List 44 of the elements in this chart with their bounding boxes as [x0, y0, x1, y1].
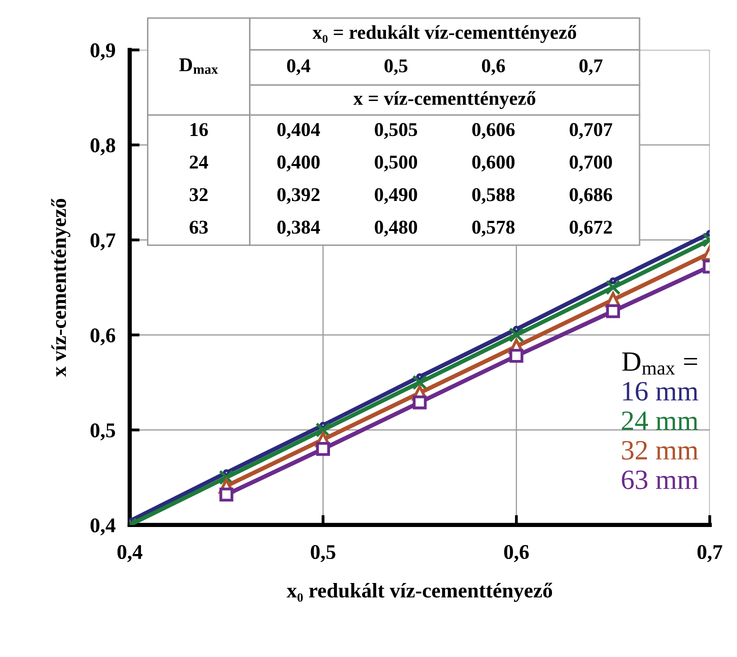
- annotation: 0,578: [472, 220, 515, 237]
- text: 16 mm: [623, 382, 698, 401]
- text: 24 mm: [622, 411, 698, 430]
- x-tick-label: 0,4: [117, 544, 142, 562]
- annotation: 0,686: [570, 188, 612, 204]
- annotation: 0,5: [384, 59, 408, 76]
- x-tick-label: 0,5: [310, 544, 336, 562]
- x-tick-label: 0,7: [698, 544, 722, 562]
- annotation: 0,404: [277, 123, 320, 139]
- x-axis-title: x₀ redukált víz-cementtényező: [286, 582, 552, 602]
- annotation: 0,707: [570, 123, 612, 139]
- annotation: 0,600: [472, 156, 515, 172]
- annotation: 0,700: [570, 156, 612, 172]
- annotation: 0,7: [579, 59, 603, 76]
- y-tick-label: 0,9: [90, 43, 116, 60]
- annotation: 0,392: [277, 188, 320, 204]
- annotation: 0,490: [374, 188, 418, 204]
- annotation: 0,606: [472, 123, 515, 139]
- annotation: 0,384: [277, 220, 320, 237]
- text: x₀ = redukált víz-cementtényező: [312, 25, 576, 43]
- y-tick-label: 0,5: [90, 423, 116, 440]
- annotation: 0,400: [277, 156, 320, 172]
- annotation: 63: [190, 220, 208, 234]
- annotation: 24: [190, 156, 208, 168]
- annotation: 32: [190, 188, 208, 202]
- y-axis-title: x víz-cementtényező: [51, 198, 70, 377]
- y-tick-label: 0,6: [90, 328, 116, 346]
- y-tick-label: 0,4: [90, 518, 116, 536]
- annotation: 0,6: [482, 59, 505, 76]
- annotation: x = víz-cementtényező: [353, 91, 536, 109]
- annotation: 0,500: [374, 156, 418, 172]
- annotation: 16: [190, 123, 208, 136]
- text: 32 mm: [622, 440, 698, 460]
- y-tick-label: 0,7: [90, 233, 116, 250]
- annotation: 0,480: [374, 220, 418, 237]
- annotation: 0,505: [374, 123, 418, 139]
- legend-title: D$_{max}$ =: [622, 352, 698, 375]
- y-tick-label: 0,8: [90, 138, 116, 156]
- annotation: 0,672: [570, 220, 612, 237]
- text: 63 mm: [622, 470, 698, 490]
- annotation: 0,4: [287, 59, 310, 76]
- annotation: D$_{max}$: [179, 58, 218, 74]
- annotation: 0,588: [472, 188, 515, 204]
- x-tick-label: 0,6: [504, 544, 529, 562]
